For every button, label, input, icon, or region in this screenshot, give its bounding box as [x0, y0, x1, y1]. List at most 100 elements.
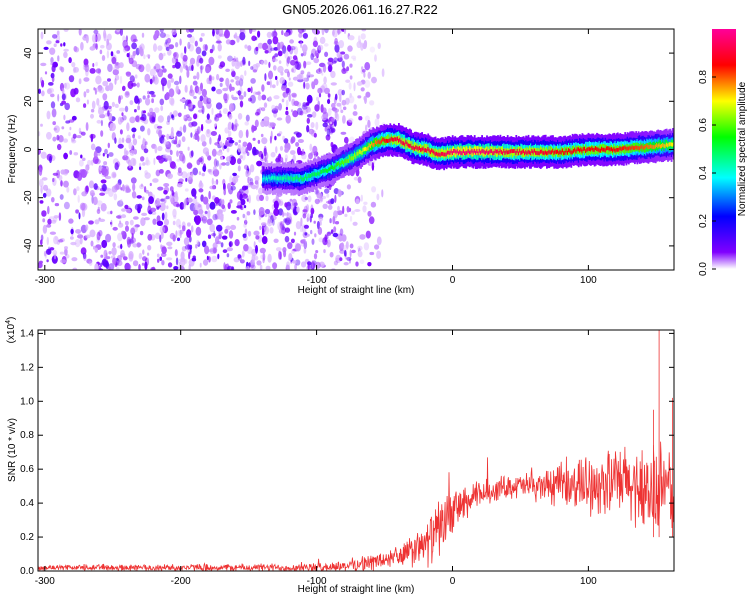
heatmap-cell	[329, 218, 332, 224]
heatmap-ridge-cell	[526, 151, 529, 156]
heatmap-cell	[125, 71, 132, 77]
heatmap-cell	[200, 216, 203, 222]
heatmap-cell	[138, 163, 142, 167]
heatmap-ridge-cell	[654, 144, 657, 149]
heatmap-cell	[316, 192, 323, 199]
heatmap-cell	[160, 231, 164, 239]
heatmap-cell	[276, 117, 283, 121]
heatmap-cell	[43, 46, 49, 51]
heatmap-cell	[186, 162, 193, 169]
heatmap-cell	[313, 78, 319, 86]
heatmap-cell	[255, 235, 260, 240]
heatmap-cell	[277, 42, 281, 51]
heatmap-cell	[144, 170, 148, 175]
heatmap-cell	[273, 95, 280, 100]
heatmap-cell	[248, 60, 251, 67]
heatmap-cell	[130, 227, 136, 235]
heatmap-cell	[287, 44, 292, 52]
heatmap-cell	[217, 43, 222, 52]
heatmap-cell	[349, 249, 352, 258]
snr-plot-area	[38, 330, 674, 571]
heatmap-cell	[244, 121, 249, 126]
heatmap-cell	[245, 114, 250, 122]
heatmap-cell	[48, 82, 54, 86]
heatmap-cell	[306, 125, 310, 133]
heatmap-cell	[90, 108, 95, 113]
heatmap-cell	[222, 87, 229, 92]
heatmap-cell	[320, 104, 324, 113]
snr-y-multiplier-base: (x10	[6, 323, 17, 343]
heatmap-cell	[345, 79, 351, 83]
heatmap-cell	[110, 219, 113, 227]
heatmap-cell	[182, 225, 186, 232]
heatmap-cell	[138, 64, 145, 73]
heatmap-cell	[274, 105, 279, 111]
heatmap-cell	[126, 122, 130, 132]
heatmap-cell	[193, 113, 198, 120]
heatmap-ridge-cell	[444, 152, 447, 157]
heatmap-cell	[272, 31, 278, 38]
heatmap-cell	[333, 108, 340, 113]
snr-x-label: Height of straight line (km)	[298, 584, 415, 595]
heatmap-cell	[103, 100, 109, 110]
heatmap-cell	[50, 93, 55, 98]
heatmap-cell	[86, 258, 93, 264]
heatmap-cell	[136, 82, 140, 88]
heatmap-cell	[139, 184, 145, 190]
heatmap-cell	[275, 193, 279, 202]
heatmap-cell	[345, 79, 351, 83]
heatmap-cell	[188, 251, 191, 260]
heatmap-ridge-cell	[411, 146, 414, 150]
heatmap-cell	[60, 66, 65, 73]
heatmap-cell	[147, 90, 150, 95]
heatmap-ridge-cell	[439, 153, 442, 157]
heatmap-cell	[92, 196, 98, 206]
heatmap-ridge-cell	[659, 144, 662, 149]
heatmap-cell	[162, 82, 165, 92]
heatmap-cell	[88, 180, 95, 189]
heatmap-cell	[188, 44, 194, 52]
heatmap-ridge-cell	[658, 142, 661, 147]
heatmap-cell	[213, 230, 216, 238]
heatmap-ridge-cell	[459, 149, 461, 154]
heatmap-cell	[143, 54, 146, 60]
heatmap-ridge-cell	[631, 145, 634, 150]
heatmap-ridge-cell	[484, 150, 487, 155]
heatmap-cell	[46, 259, 49, 263]
heatmap-cell	[39, 179, 44, 188]
heatmap-cell	[275, 146, 278, 154]
heatmap-cell	[242, 193, 248, 199]
heatmap-cell	[303, 224, 309, 229]
heatmap-cell	[51, 197, 55, 203]
heatmap-ridge-cell	[646, 143, 649, 148]
heatmap-cell	[98, 86, 105, 94]
heatmap-cell	[171, 57, 176, 64]
heatmap-ridge-cell	[552, 148, 554, 153]
heatmap-ridge-cell	[431, 148, 433, 153]
heatmap-cell	[249, 29, 253, 34]
heatmap-ridge-cell	[285, 173, 288, 182]
heatmap-cell	[271, 204, 275, 210]
heatmap-ridge-cell	[355, 154, 357, 159]
heatmap-cell	[261, 107, 266, 112]
heatmap-cell	[376, 250, 382, 259]
heatmap-cell	[253, 209, 256, 216]
heatmap-cell	[41, 177, 48, 181]
heatmap-cell	[175, 58, 179, 64]
heatmap-cell	[114, 78, 117, 85]
heatmap-cell	[200, 82, 203, 92]
heatmap-cell	[206, 202, 210, 210]
heatmap-ridge-cell	[301, 177, 304, 182]
heatmap-ridge-cell	[528, 150, 531, 155]
heatmap-cell	[110, 51, 114, 57]
heatmap-cell	[170, 77, 174, 83]
heatmap-cell	[53, 125, 60, 133]
heatmap-ridge-cell	[286, 175, 289, 180]
heatmap-cell	[272, 36, 279, 45]
heatmap-cell	[226, 265, 233, 270]
heatmap-cell	[198, 171, 202, 176]
heatmap-cell	[44, 71, 48, 75]
heatmap-cell	[267, 216, 272, 224]
heatmap-ridge-cell	[563, 151, 565, 156]
heatmap-cell	[165, 92, 170, 100]
